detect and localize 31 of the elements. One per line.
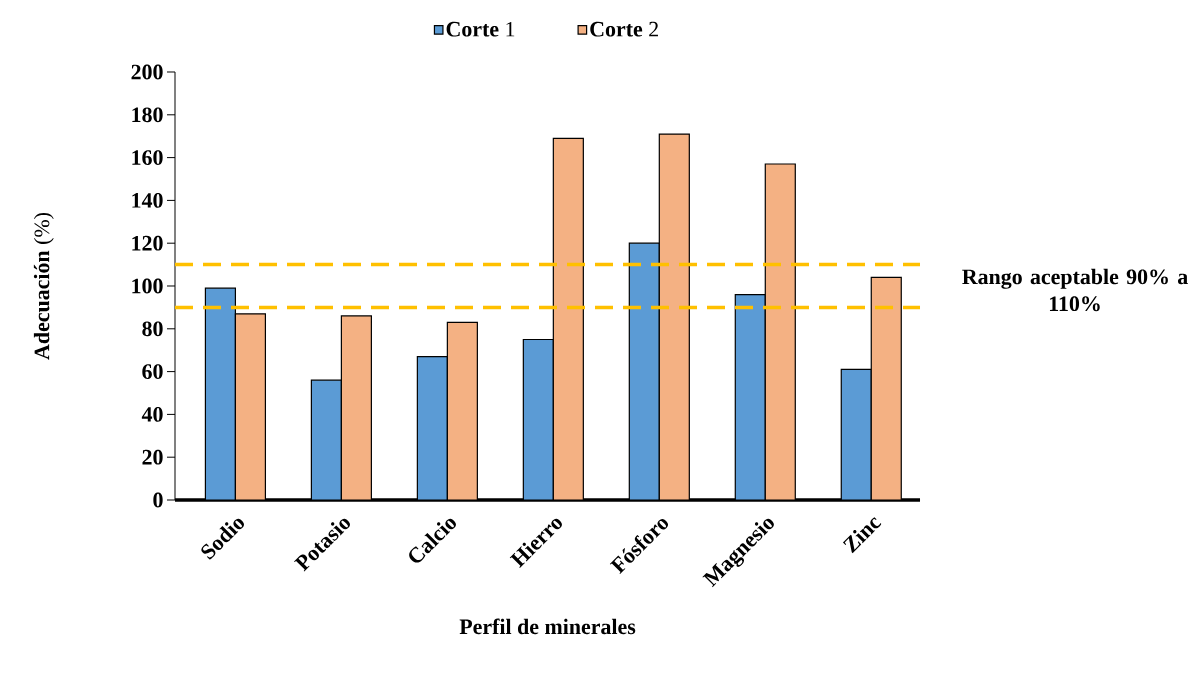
- bar: [764, 163, 796, 500]
- y-tick-label: 140: [132, 193, 163, 208]
- y-tick-label: 160: [132, 150, 163, 165]
- y-tick-label: 0: [153, 492, 163, 508]
- y-tick-label: 60: [142, 364, 163, 379]
- bar: [340, 315, 372, 500]
- bar: [870, 276, 902, 500]
- bar: [234, 313, 267, 500]
- bar: [628, 242, 660, 500]
- bar: [204, 287, 237, 500]
- y-tick-label: 80: [142, 321, 163, 337]
- y-tick-label: 40: [141, 407, 163, 422]
- legend-label: Corte 2: [590, 21, 658, 37]
- y-tick-label: 180: [132, 107, 163, 123]
- bar: [416, 356, 448, 500]
- bar: [522, 338, 554, 500]
- bar: [552, 137, 584, 500]
- y-tick-label: 100: [132, 278, 163, 294]
- y-tick-label: 20: [142, 449, 163, 465]
- x-axis-title: Perfil de minerales: [459, 618, 636, 635]
- y-tick-label: 120: [132, 235, 163, 251]
- bar: [840, 368, 872, 500]
- bar: [310, 379, 342, 500]
- x-tick-label: Zinc: [842, 517, 882, 554]
- text: Rango aceptable 90% a 110%: [962, 268, 1188, 312]
- bar: [658, 133, 690, 500]
- y-axis-title: Adecuación (%): [33, 212, 54, 360]
- legend-label: Corte 1: [446, 21, 515, 37]
- y-tick-label: 200: [131, 64, 163, 80]
- bar: [446, 321, 478, 500]
- bar: [734, 293, 766, 500]
